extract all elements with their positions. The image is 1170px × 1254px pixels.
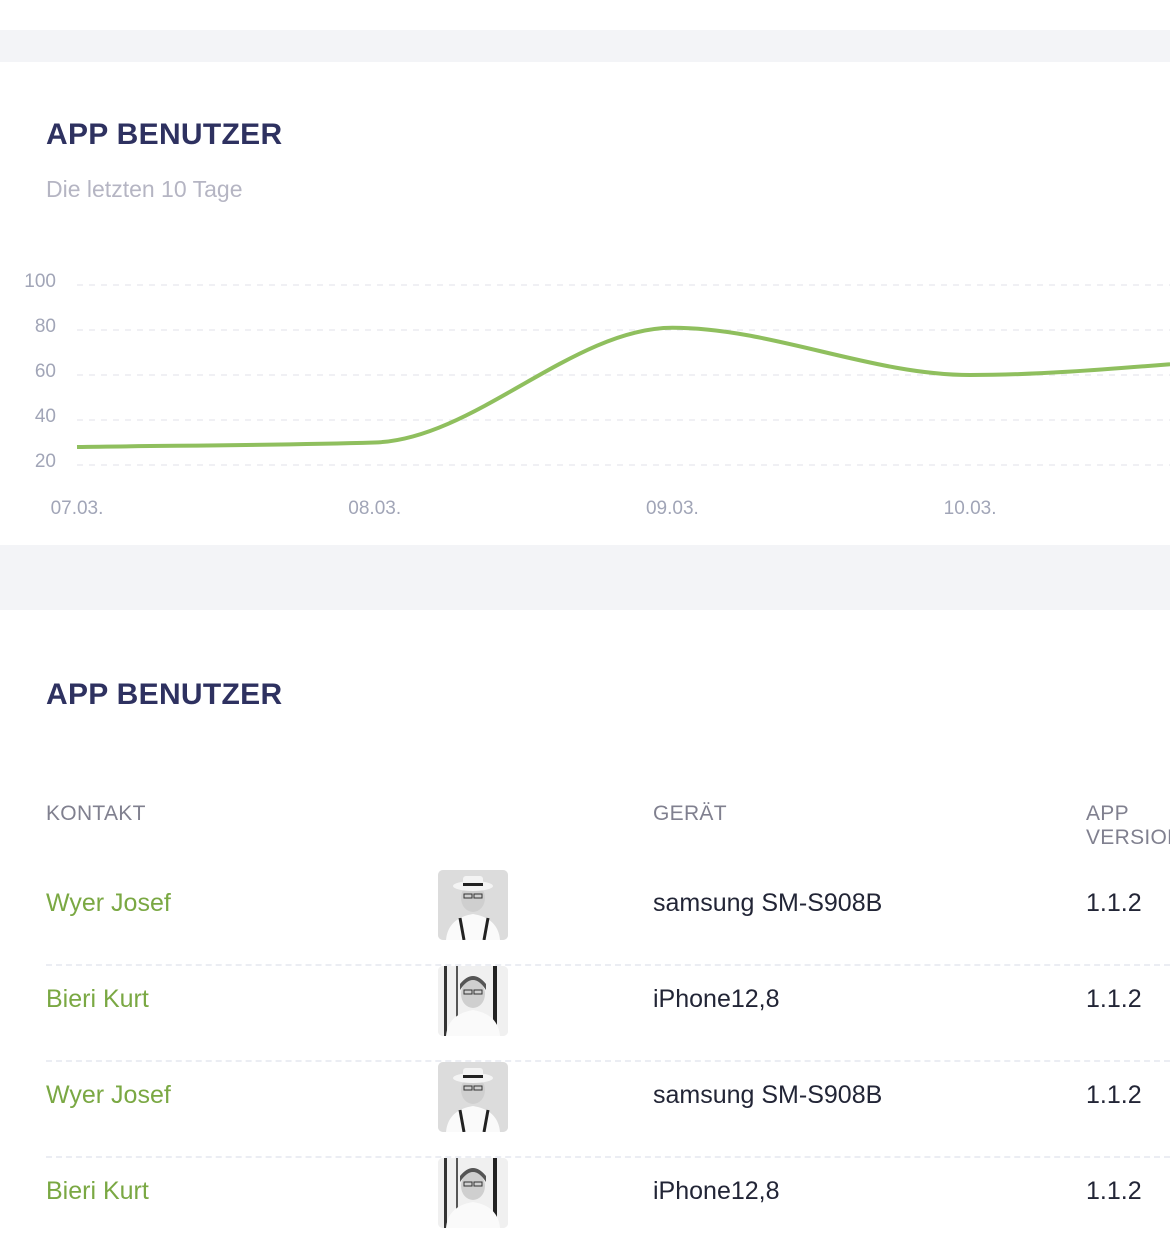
chart-subtitle: Die letzten 10 Tage [46, 176, 243, 202]
avatar [438, 870, 508, 940]
contact-name-link[interactable]: Bieri Kurt [46, 985, 149, 1013]
page-background-band [0, 545, 1170, 610]
table-row[interactable]: Wyer Josef samsung SM-S908B 1.1.2 [46, 870, 1170, 966]
avatar [438, 1062, 508, 1132]
y-tick-label: 20 [35, 451, 56, 472]
contact-name-link[interactable]: Wyer Josef [46, 1081, 171, 1109]
series-line [76, 325, 1170, 449]
y-tick-label: 100 [24, 271, 56, 292]
column-header-device[interactable]: GERÄT [653, 802, 727, 825]
table-card: APP BENUTZER KONTAKT GERÄT APP VERSION W… [0, 610, 1170, 1228]
device-name: samsung SM-S908B [653, 1081, 883, 1109]
x-tick-label: 10.03. [944, 498, 997, 519]
x-tick-label: 08.03. [348, 498, 401, 519]
app-version: 1.1.2 [1086, 1081, 1142, 1109]
y-tick-label: 80 [35, 316, 56, 337]
table-row[interactable]: Wyer Josef samsung SM-S908B 1.1.2 [46, 1062, 1170, 1158]
table-title: APP BENUTZER [46, 678, 283, 711]
contact-name-link[interactable]: Bieri Kurt [46, 1177, 149, 1205]
x-tick-label: 09.03. [646, 498, 699, 519]
chart-card: APP BENUTZER Die letzten 10 Tage 100 80 60… [0, 62, 1170, 545]
device-name: iPhone12,8 [653, 985, 780, 1013]
table-row[interactable]: Bieri Kurt iPhone12,8 1.1.2 [46, 966, 1170, 1062]
device-name: samsung SM-S908B [653, 889, 883, 917]
row-divider [46, 964, 1170, 966]
column-header-app-version[interactable]: APP VERSION [1086, 802, 1170, 849]
page-background-band [0, 30, 1170, 62]
y-tick-label: 40 [35, 406, 56, 427]
table-row[interactable]: Bieri Kurt iPhone12,8 1.1.2 [46, 1158, 1170, 1254]
avatar [438, 966, 508, 1036]
device-name: iPhone12,8 [653, 1177, 780, 1205]
chart-title: APP BENUTZER [46, 118, 283, 151]
x-tick-label: 07.03. [51, 498, 104, 519]
row-divider [46, 1060, 1170, 1062]
y-tick-label: 60 [35, 361, 56, 382]
app-version: 1.1.2 [1086, 1177, 1142, 1205]
column-header-contact[interactable]: KONTAKT [46, 802, 146, 825]
app-version: 1.1.2 [1086, 985, 1142, 1013]
line-chart: 100 80 60 40 20 07.03. 08.03. 09.03. 10.03. [24, 271, 1170, 519]
app-version: 1.1.2 [1086, 889, 1142, 917]
row-divider [46, 1156, 1170, 1158]
avatar [438, 1158, 508, 1228]
contact-name-link[interactable]: Wyer Josef [46, 889, 171, 917]
